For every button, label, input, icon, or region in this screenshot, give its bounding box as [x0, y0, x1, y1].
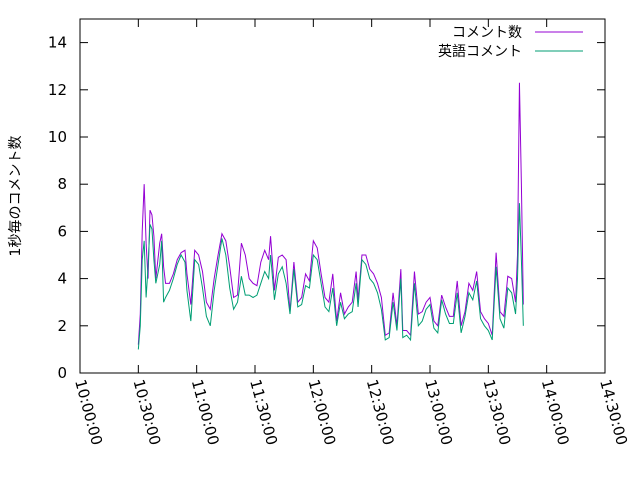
x-axis: 10:00:00 10:30:00 11:00:00 11:30:00 12:00:00…: [71, 19, 631, 447]
plot-frame: [79, 18, 606, 374]
x-tick-label: 10:30:00: [129, 377, 164, 447]
x-tick-label: 13:30:00: [479, 377, 514, 447]
legend-label-2: 英語コメント: [438, 43, 522, 60]
y-tick-label: 8: [57, 175, 67, 193]
y-tick-label: 6: [57, 222, 67, 240]
y-axis-label: 1秒毎のコメント数: [8, 136, 24, 257]
x-tick-label: 12:30:00: [363, 377, 398, 447]
series-layer: [137, 82, 524, 350]
series-line-1: [137, 82, 524, 345]
series-line-2: [137, 203, 524, 350]
y-tick-label: 0: [57, 364, 67, 382]
x-tick-label: 11:00:00: [188, 377, 223, 447]
y-tick-label: 12: [48, 81, 67, 99]
x-tick-label: 14:30:00: [596, 377, 631, 447]
y-axis: 0 2 4 6 8 10 12 14: [48, 34, 605, 382]
x-tick-label: 10:00:00: [71, 377, 106, 447]
x-tick-label: 14:00:00: [538, 377, 573, 447]
y-tick-label: 10: [48, 128, 67, 146]
y-tick-label: 2: [57, 317, 67, 335]
y-tick-label: 4: [57, 270, 67, 288]
x-tick-label: 12:00:00: [304, 377, 339, 447]
x-tick-label: 13:00:00: [421, 377, 456, 447]
y-tick-label: 14: [48, 34, 67, 52]
x-tick-label: 11:30:00: [246, 377, 281, 447]
legend-label-1: コメント数: [452, 25, 522, 41]
